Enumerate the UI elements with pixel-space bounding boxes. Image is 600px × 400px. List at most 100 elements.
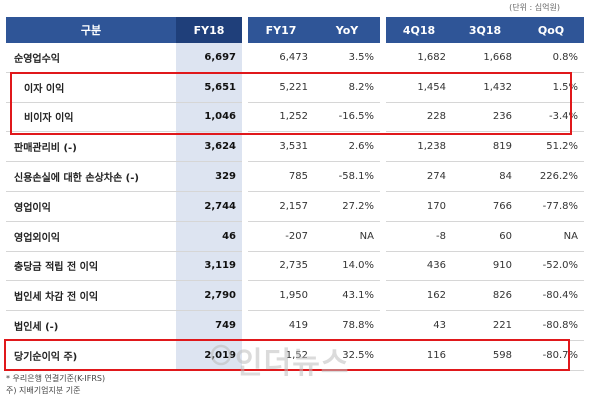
cell-q3: 766 [452, 191, 518, 222]
cell-fy17: 5,221 [248, 72, 314, 103]
cell-yoy: -16.5% [314, 102, 380, 133]
header-category: 구분 [6, 17, 176, 43]
cell-yoy: 43.1% [314, 280, 380, 312]
cell-yoy: 78.8% [314, 310, 380, 341]
cell-q4: -8 [386, 221, 452, 252]
cell-fy18: 3,624 [176, 131, 242, 163]
cell-q3: 236 [452, 102, 518, 133]
header-yoy: YoY [314, 17, 380, 43]
header-gap [242, 17, 248, 43]
row-label: 충당금 적립 전 이익 [6, 251, 176, 282]
table-row: 영업이익 2,744 2,157 27.2% 170 766 -77.8% [6, 191, 584, 222]
cell-qoq: -80.4% [518, 280, 584, 312]
watermark: 인더뉴스 [235, 346, 350, 381]
table-row: 비이자 이익 1,046 1,252 -16.5% 228 236 -3.4% [6, 102, 584, 133]
cell-yoy: 2.6% [314, 131, 380, 163]
cell-qoq: 1.5% [518, 72, 584, 103]
cell-q3: 819 [452, 131, 518, 163]
cell-q4: 1,238 [386, 131, 452, 163]
cell-qoq: -3.4% [518, 102, 584, 133]
row-label: 이자 이익 [6, 72, 176, 103]
cell-q3: 598 [452, 340, 518, 371]
cell-qoq: 0.8% [518, 43, 584, 73]
header-qoq: QoQ [518, 17, 584, 43]
cell-q3: 826 [452, 280, 518, 312]
table-row: 순영업수익 6,697 6,473 3.5% 1,682 1,668 0.8% [6, 43, 584, 73]
cell-fy17: 6,473 [248, 43, 314, 73]
cell-fy18: 6,697 [176, 43, 242, 73]
cell-q3: 910 [452, 251, 518, 282]
cell-q4: 1,454 [386, 72, 452, 103]
cell-q4: 1,682 [386, 43, 452, 73]
cell-q4: 116 [386, 340, 452, 371]
cell-fy17: 2,735 [248, 251, 314, 282]
cell-yoy: 3.5% [314, 43, 380, 73]
row-label: 당기순이익 주) [6, 340, 176, 371]
cell-fy18: 749 [176, 310, 242, 341]
cell-qoq: -77.8% [518, 191, 584, 222]
cell-fy18: 329 [176, 161, 242, 192]
table-row: 판매관리비 (-) 3,624 3,531 2.6% 1,238 819 51.2% [6, 131, 584, 163]
row-label: 영업이익 [6, 191, 176, 222]
cell-yoy: NA [314, 221, 380, 252]
cell-qoq: NA [518, 221, 584, 252]
cell-fy17: 419 [248, 310, 314, 341]
cell-fy17: 2,157 [248, 191, 314, 222]
cell-qoq: 51.2% [518, 131, 584, 163]
cell-q3: 1,432 [452, 72, 518, 103]
cell-fy18: 1,046 [176, 102, 242, 133]
cell-fy17: -207 [248, 221, 314, 252]
cell-q4: 170 [386, 191, 452, 222]
row-label: 순영업수익 [6, 43, 176, 73]
cell-yoy: 8.2% [314, 72, 380, 103]
row-label: 법인세 차감 전 이익 [6, 280, 176, 312]
cell-fy18: 3,119 [176, 251, 242, 282]
watermark-logo-icon [210, 344, 232, 366]
header-3q18: 3Q18 [452, 17, 518, 43]
cell-qoq: -80.8% [518, 310, 584, 341]
row-label: 비이자 이익 [6, 102, 176, 133]
header-fy18: FY18 [176, 17, 242, 43]
cell-q4: 274 [386, 161, 452, 192]
table-row: 법인세 (-) 749 419 78.8% 43 221 -80.8% [6, 310, 584, 341]
cell-q3: 84 [452, 161, 518, 192]
table-row: 충당금 적립 전 이익 3,119 2,735 14.0% 436 910 -52.0% [6, 251, 584, 282]
cell-yoy: -58.1% [314, 161, 380, 192]
cell-fy17: 785 [248, 161, 314, 192]
table-row: 이자 이익 5,651 5,221 8.2% 1,454 1,432 1.5% [6, 72, 584, 103]
cell-fy17: 1,252 [248, 102, 314, 133]
cell-yoy: 14.0% [314, 251, 380, 282]
cell-q4: 228 [386, 102, 452, 133]
cell-q3: 60 [452, 221, 518, 252]
cell-q3: 221 [452, 310, 518, 341]
table-row: 법인세 차감 전 이익 2,790 1,950 43.1% 162 826 -80.4% [6, 280, 584, 312]
cell-qoq: -80.7% [518, 340, 584, 371]
cell-qoq: 226.2% [518, 161, 584, 192]
cell-q4: 162 [386, 280, 452, 312]
cell-fy18: 2,790 [176, 280, 242, 312]
cell-fy17: 3,531 [248, 131, 314, 163]
cell-q3: 1,668 [452, 43, 518, 73]
footnote-1: * 우리은행 연결기준(K-IFRS) [6, 374, 106, 383]
cell-fy17: 1,950 [248, 280, 314, 312]
cell-qoq: -52.0% [518, 251, 584, 282]
row-label: 영업외이익 [6, 221, 176, 252]
row-label: 법인세 (-) [6, 310, 176, 341]
header-row: 구분 FY18 FY17 YoY 4Q18 3Q18 QoQ [6, 17, 584, 43]
cell-fy18: 46 [176, 221, 242, 252]
table-row: 신용손실에 대한 손상차손 (-) 329 785 -58.1% 274 84 226.2% [6, 161, 584, 192]
footnote-2: 주) 지배기업지분 기준 [6, 386, 81, 395]
financial-table: 구분 FY18 FY17 YoY 4Q18 3Q18 QoQ 순영업수익 6,69… [6, 17, 584, 371]
row-label: 신용손실에 대한 손상차손 (-) [6, 161, 176, 192]
header-4q18: 4Q18 [386, 17, 452, 43]
footnotes: * 우리은행 연결기준(K-IFRS) 주) 지배기업지분 기준 [6, 373, 105, 397]
cell-yoy: 27.2% [314, 191, 380, 222]
cell-fy18: 2,744 [176, 191, 242, 222]
header-gap [380, 17, 386, 43]
unit-note: (단위 : 십억원) [509, 3, 560, 12]
cell-fy18: 5,651 [176, 72, 242, 103]
table-row: 영업외이익 46 -207 NA -8 60 NA [6, 221, 584, 252]
cell-q4: 436 [386, 251, 452, 282]
header-fy17: FY17 [248, 17, 314, 43]
row-label: 판매관리비 (-) [6, 131, 176, 163]
